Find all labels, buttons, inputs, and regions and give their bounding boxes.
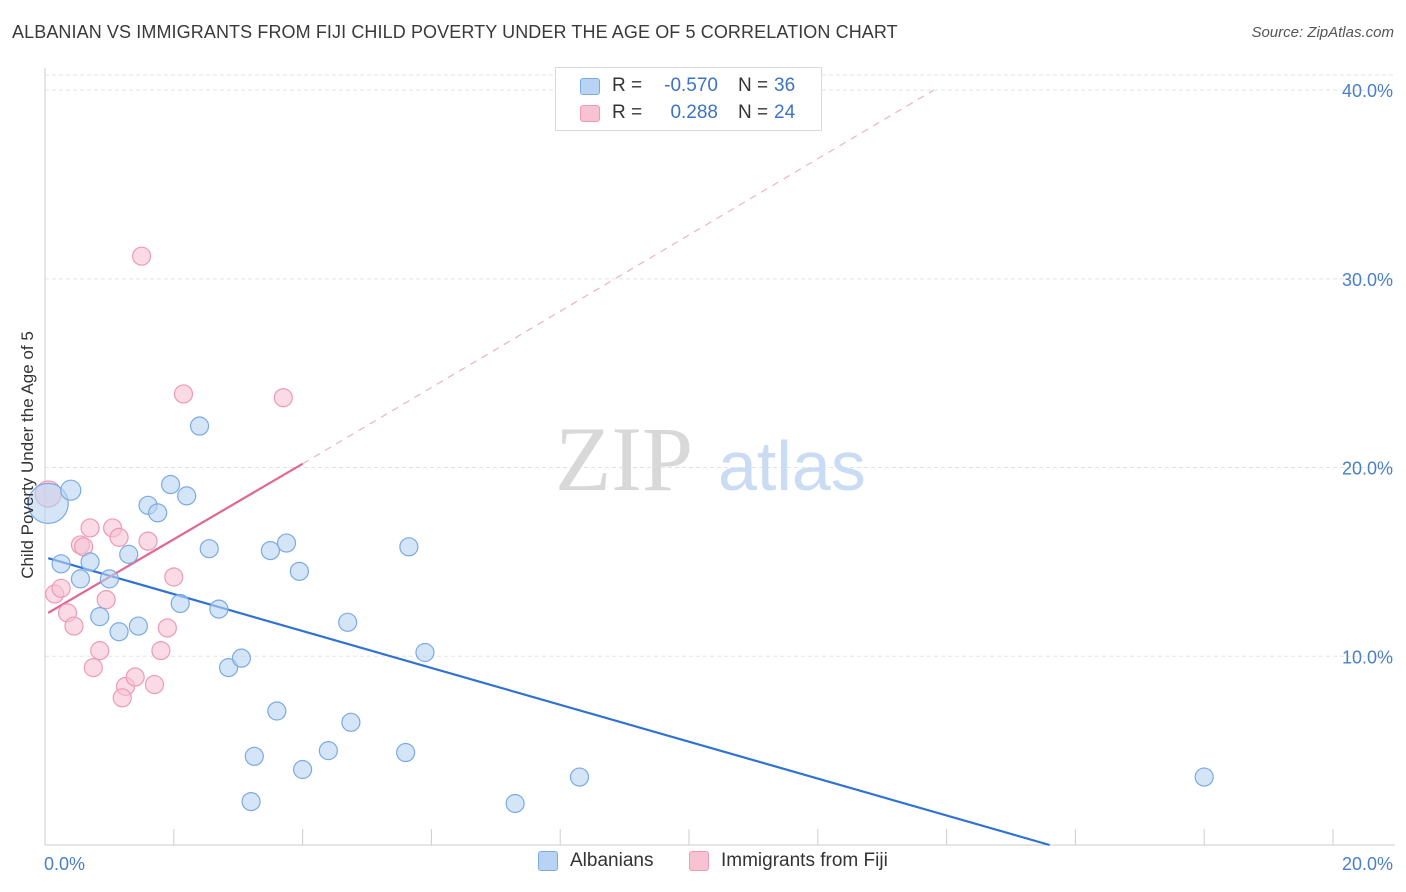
- point-albanians: [27, 482, 69, 525]
- point-fiji: [96, 590, 116, 610]
- point-fiji: [138, 531, 158, 551]
- point-fiji: [64, 616, 84, 636]
- point-albanians: [128, 616, 148, 636]
- legend-row-fiji: R = 0.288 N = 24: [580, 100, 795, 126]
- point-albanians: [119, 544, 139, 564]
- point-albanians: [109, 622, 129, 642]
- point-fiji: [151, 641, 171, 661]
- grid: [45, 74, 1395, 657]
- point-albanians: [276, 533, 297, 553]
- x-tick-label: 0.0%: [44, 854, 85, 874]
- point-albanians: [209, 599, 229, 619]
- point-albanians: [60, 479, 82, 501]
- y-tick-label: 40.0%: [1342, 81, 1393, 101]
- point-albanians: [80, 552, 100, 572]
- legend-swatch-albanians: [580, 77, 600, 95]
- series-legend-fiji: Immigrants from Fiji: [689, 850, 888, 872]
- series-legend: Albanians Immigrants from Fiji: [0, 850, 1406, 878]
- point-albanians: [189, 416, 210, 436]
- y-tick-label: 30.0%: [1342, 270, 1393, 290]
- point-albanians: [177, 486, 197, 506]
- point-albanians: [99, 569, 120, 589]
- point-fiji: [144, 674, 165, 695]
- point-albanians: [218, 657, 239, 678]
- y-tick-label: 20.0%: [1342, 459, 1393, 479]
- series-legend-albanians: Albanians: [538, 850, 653, 872]
- point-albanians: [148, 503, 168, 523]
- chart-title: ALBANIAN VS IMMIGRANTS FROM FIJI CHILD P…: [12, 22, 898, 42]
- point-albanians: [244, 746, 264, 766]
- series-swatch-fiji: [689, 851, 709, 871]
- point-albanians: [318, 741, 338, 761]
- point-fiji: [51, 578, 71, 598]
- point-albanians: [396, 742, 416, 763]
- point-fiji: [90, 641, 110, 661]
- x-tick-label: 20.0%: [1342, 854, 1393, 874]
- data-points: [27, 246, 1214, 814]
- trend-line-fiji: [47, 462, 304, 614]
- point-fiji: [157, 618, 177, 638]
- point-fiji: [83, 657, 103, 678]
- point-albanians: [338, 612, 358, 632]
- point-albanians: [341, 712, 361, 732]
- point-albanians: [415, 642, 435, 663]
- point-albanians: [293, 759, 313, 780]
- series-swatch-albanians: [538, 851, 558, 871]
- legend-n-value: 36: [774, 75, 796, 96]
- point-fiji: [112, 688, 132, 708]
- watermark-zip: ZIP: [555, 408, 693, 510]
- point-albanians: [289, 561, 309, 581]
- point-albanians: [51, 554, 71, 574]
- legend-r-value: 0.288: [670, 102, 718, 123]
- point-albanians: [267, 701, 287, 721]
- series-label-fiji: Immigrants from Fiji: [721, 850, 888, 871]
- axes: [44, 68, 1395, 846]
- stats-legend: R = -0.570 N = 36 R = 0.288 N = 24: [555, 67, 822, 131]
- point-albanians: [90, 607, 110, 627]
- point-albanians: [505, 793, 525, 814]
- legend-r-value: -0.570: [664, 75, 718, 96]
- legend-r-label: R =: [612, 102, 643, 123]
- point-albanians: [170, 593, 190, 614]
- point-albanians: [231, 648, 252, 668]
- legend-n-value: 24: [774, 102, 796, 123]
- point-albanians: [569, 767, 590, 787]
- point-fiji: [132, 246, 152, 266]
- point-albanians: [1194, 767, 1214, 787]
- legend-n-label: N =: [738, 75, 769, 96]
- point-fiji: [109, 527, 129, 547]
- tick-labels: 10.0% 20.0% 30.0% 40.0% 0.0% 20.0%: [44, 81, 1393, 874]
- point-albanians: [199, 539, 219, 559]
- y-tick-label: 10.0%: [1342, 647, 1393, 667]
- source-label: Source: ZipAtlas.com: [1251, 24, 1394, 41]
- legend-n-label: N =: [738, 102, 769, 123]
- legend-swatch-fiji: [580, 104, 600, 122]
- point-albanians: [399, 537, 419, 557]
- point-albanians: [160, 474, 181, 495]
- trend-extension-fiji: [302, 89, 935, 465]
- point-fiji: [173, 384, 194, 404]
- trend-line-albanians: [47, 557, 1050, 847]
- watermark-atlas: atlas: [718, 427, 866, 505]
- series-label-albanians: Albanians: [570, 850, 654, 871]
- point-albanians: [260, 540, 280, 561]
- y-axis-title: Child Poverty Under the Age of 5: [18, 331, 37, 579]
- legend-row-albanians: R = -0.570 N = 36: [580, 73, 795, 99]
- point-fiji: [164, 567, 184, 587]
- legend-r-label: R =: [612, 75, 643, 96]
- point-albanians: [70, 569, 91, 589]
- point-fiji: [80, 518, 100, 538]
- watermark: ZIP atlas: [555, 408, 866, 510]
- point-albanians: [241, 791, 261, 812]
- point-fiji: [273, 388, 293, 408]
- point-fiji: [125, 667, 145, 687]
